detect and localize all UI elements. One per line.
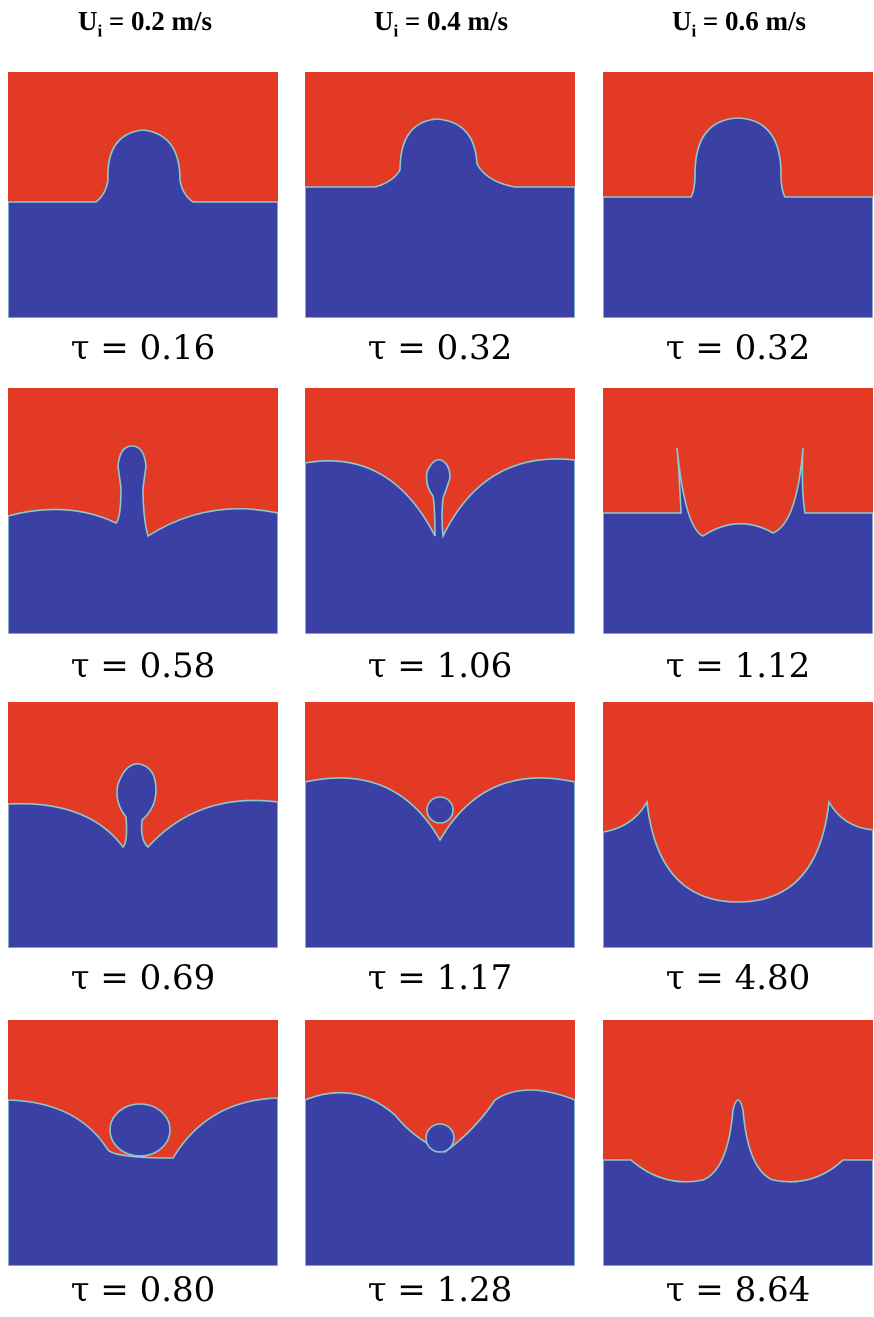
- simulation-panel: [8, 702, 278, 948]
- simulation-panel: [305, 72, 575, 318]
- header-value: = 0.2 m/s: [109, 6, 212, 36]
- simulation-panel: [8, 388, 278, 634]
- simulation-panel: [8, 72, 278, 318]
- column-header: Ui = 0.2 m/s: [0, 6, 290, 41]
- time-label: τ = 1.28: [295, 1270, 585, 1310]
- simulation-panel: [603, 388, 873, 634]
- header-subscript: i: [691, 21, 696, 40]
- figure: Ui = 0.2 m/s Ui = 0.4 m/s Ui = 0.6 m/s τ…: [0, 0, 874, 1317]
- simulation-panel: [603, 72, 873, 318]
- time-label: τ = 0.16: [0, 328, 288, 368]
- simulation-panel: [603, 702, 873, 948]
- time-label: τ = 1.17: [295, 958, 585, 998]
- column-header: Ui = 0.4 m/s: [296, 6, 586, 41]
- time-label: τ = 8.64: [593, 1270, 874, 1310]
- simulation-panel: [8, 1020, 278, 1266]
- time-label: τ = 0.58: [0, 646, 288, 686]
- time-label: τ = 1.06: [295, 646, 585, 686]
- simulation-panel: [305, 1020, 575, 1266]
- time-label: τ = 0.32: [593, 328, 874, 368]
- simulation-panel: [305, 702, 575, 948]
- time-label: τ = 4.80: [593, 958, 874, 998]
- header-symbol: U: [374, 6, 394, 36]
- time-label: τ = 0.32: [295, 328, 585, 368]
- time-label: τ = 1.12: [593, 646, 874, 686]
- header-subscript: i: [393, 21, 398, 40]
- simulation-panel: [603, 1020, 873, 1266]
- time-label: τ = 0.80: [0, 1270, 288, 1310]
- header-value: = 0.4 m/s: [405, 6, 508, 36]
- simulation-panel: [305, 388, 575, 634]
- header-value: = 0.6 m/s: [703, 6, 806, 36]
- header-symbol: U: [78, 6, 98, 36]
- header-symbol: U: [672, 6, 692, 36]
- header-subscript: i: [97, 21, 102, 40]
- time-label: τ = 0.69: [0, 958, 288, 998]
- column-header: Ui = 0.6 m/s: [594, 6, 874, 41]
